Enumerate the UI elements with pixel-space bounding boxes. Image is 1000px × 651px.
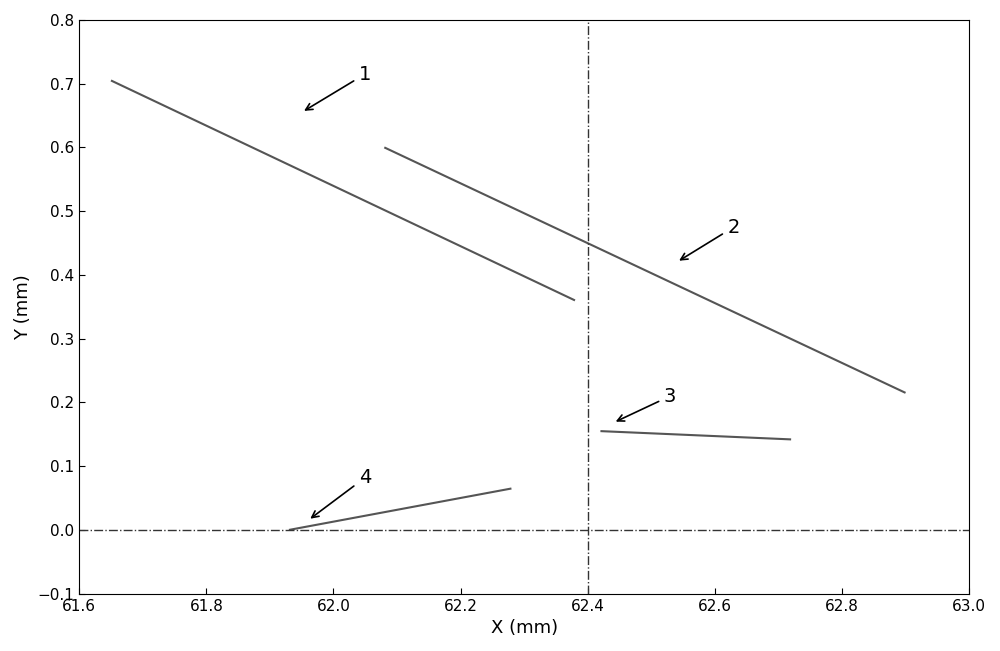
Text: 1: 1 [306,64,371,110]
Text: 3: 3 [617,387,676,421]
Text: 2: 2 [681,217,740,260]
X-axis label: X (mm): X (mm) [491,619,558,637]
Text: 4: 4 [312,468,371,518]
Y-axis label: Y (mm): Y (mm) [14,274,32,340]
